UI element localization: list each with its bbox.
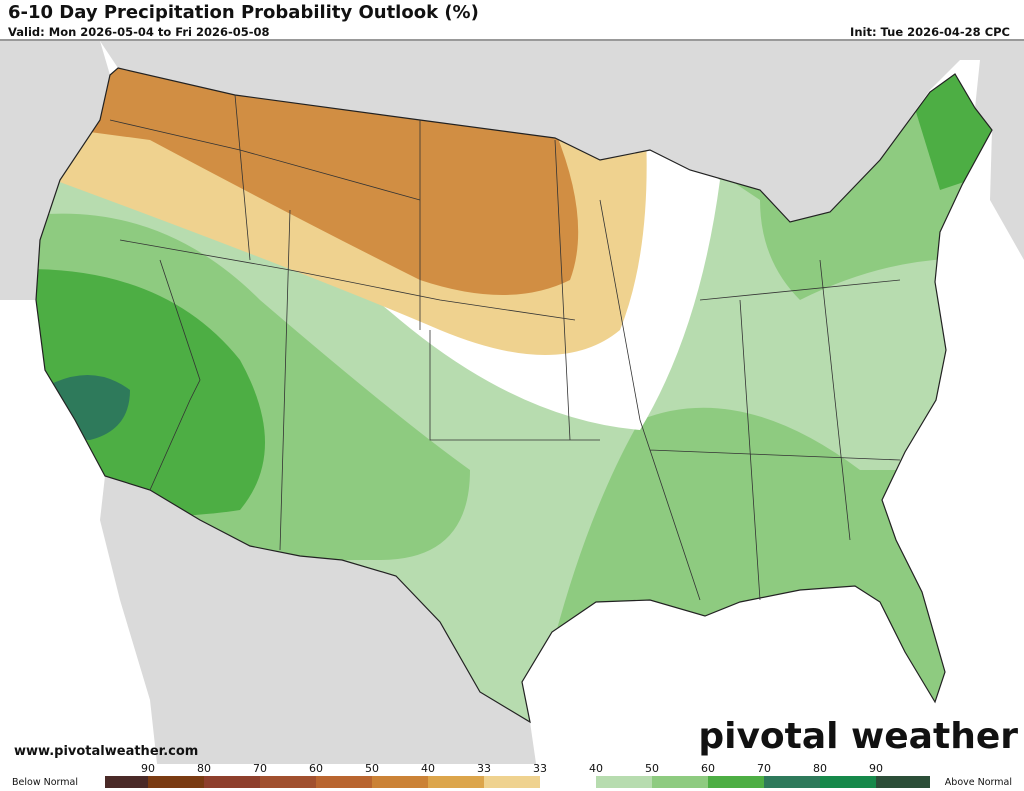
background-land [0, 41, 1024, 791]
legend-swatch [148, 776, 204, 788]
legend-swatch [260, 776, 316, 788]
legend-swatch [316, 776, 372, 788]
legend-right-label: Above Normal [945, 777, 1012, 788]
legend-swatch [105, 776, 148, 788]
legend-label: 80 [197, 762, 211, 775]
legend-swatch [876, 776, 930, 788]
legend-label: 50 [645, 762, 659, 775]
legend-swatch [596, 776, 652, 788]
legend-left-label: Below Normal [12, 777, 78, 788]
map-title: 6-10 Day Precipitation Probability Outlo… [8, 2, 479, 23]
valid-time: Valid: Mon 2026-05-04 to Fri 2026-05-08 [8, 25, 270, 39]
legend-swatch [540, 776, 596, 788]
legend-swatch [372, 776, 428, 788]
legend-label: 90 [869, 762, 883, 775]
legend-label: 90 [141, 762, 155, 775]
legend-label: 33 [533, 762, 547, 775]
legend-label: 70 [757, 762, 771, 775]
legend-swatch [708, 776, 764, 788]
legend-swatch [204, 776, 260, 788]
legend-label: 40 [589, 762, 603, 775]
legend-swatch [820, 776, 876, 788]
legend-swatch [652, 776, 708, 788]
legend-swatch [764, 776, 820, 788]
legend-label: 80 [813, 762, 827, 775]
legend-label: 60 [701, 762, 715, 775]
legend-label: 33 [477, 762, 491, 775]
legend-swatch [484, 776, 540, 788]
legend-label: 60 [309, 762, 323, 775]
legend-label: 40 [421, 762, 435, 775]
legend-swatch [428, 776, 484, 788]
logo: pivotal weather [698, 716, 1018, 757]
legend-label: 50 [365, 762, 379, 775]
init-time: Init: Tue 2026-04-28 CPC [850, 25, 1010, 39]
legend-label: 70 [253, 762, 267, 775]
site-url: www.pivotalweather.com [14, 744, 198, 759]
state-borders [109, 94, 901, 601]
legend: Below Normal Above Normal 90 80 70 60 50 40 33… [12, 762, 1012, 788]
